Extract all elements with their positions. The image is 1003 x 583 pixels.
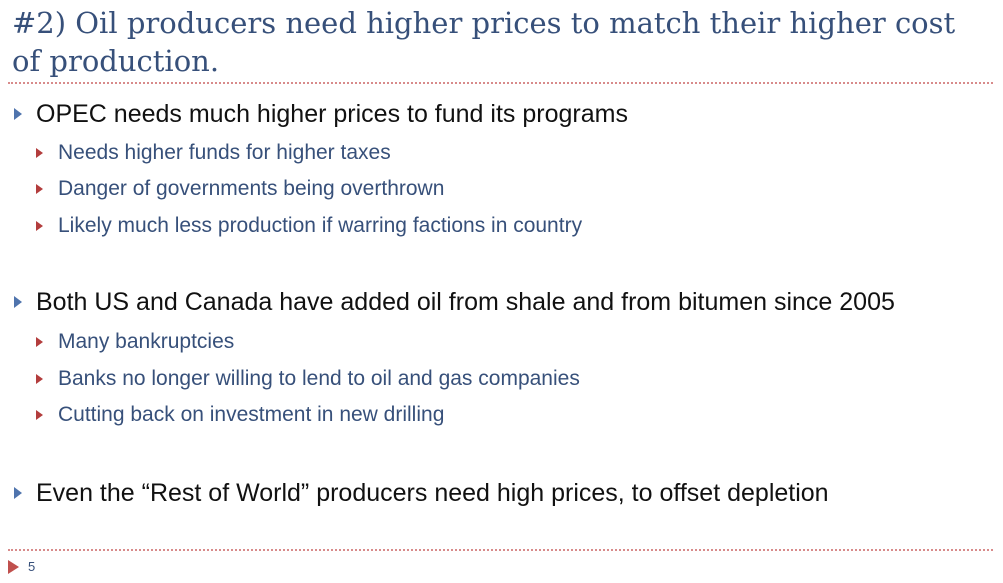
sub-bullet-triangle-icon	[36, 184, 43, 194]
bullet-item-opec: OPEC needs much higher prices to fund it…	[14, 97, 628, 131]
sub-bullet-text: Danger of governments being overthrown	[58, 177, 445, 200]
title-divider	[8, 82, 993, 84]
sub-bullet-triangle-icon	[36, 148, 43, 158]
sub-bullet-text: Likely much less production if warring f…	[58, 214, 583, 237]
bullet-item-us-canada: Both US and Canada have added oil from s…	[14, 285, 895, 319]
sub-bullet-text: Cutting back on investment in new drilli…	[58, 403, 445, 426]
bullet-triangle-icon	[14, 296, 22, 308]
sub-bullet-item: Many bankruptcies	[36, 327, 234, 357]
sub-bullet-item: Danger of governments being overthrown	[36, 174, 444, 204]
sub-bullet-triangle-icon	[36, 410, 43, 420]
footer-divider	[8, 549, 993, 551]
bullet-triangle-icon	[14, 108, 22, 120]
sub-bullet-item: Likely much less production if warring f…	[36, 211, 582, 241]
bullet-text: Both US and Canada have added oil from s…	[36, 287, 895, 316]
sub-bullet-text: Banks no longer willing to lend to oil a…	[58, 367, 580, 390]
bullet-triangle-icon	[14, 487, 22, 499]
sub-bullet-triangle-icon	[36, 374, 43, 384]
sub-bullet-item: Banks no longer willing to lend to oil a…	[36, 364, 580, 394]
sub-bullet-triangle-icon	[36, 221, 43, 231]
bullet-text: Even the “Rest of World” producers need …	[36, 478, 829, 507]
sub-bullet-text: Many bankruptcies	[58, 330, 235, 353]
sub-bullet-triangle-icon	[36, 337, 43, 347]
footer-triangle-icon	[8, 560, 19, 574]
bullet-text: OPEC needs much higher prices to fund it…	[36, 99, 628, 128]
sub-bullet-item: Needs higher funds for higher taxes	[36, 138, 391, 168]
slide-title: #2) Oil producers need higher prices to …	[12, 6, 956, 78]
page-number: 5	[28, 559, 36, 574]
sub-bullet-item: Cutting back on investment in new drilli…	[36, 400, 444, 430]
bullet-item-rest-of-world: Even the “Rest of World” producers need …	[14, 476, 829, 510]
sub-bullet-text: Needs higher funds for higher taxes	[58, 141, 391, 164]
